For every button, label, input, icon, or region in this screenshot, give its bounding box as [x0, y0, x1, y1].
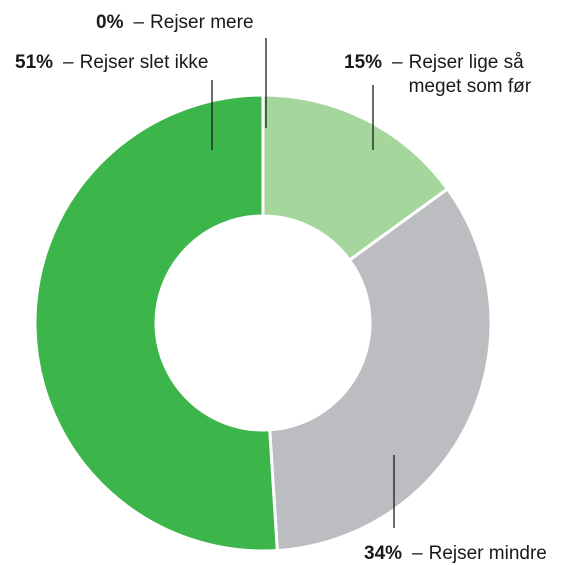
label-value: 34% [364, 543, 403, 564]
label-separator: – [392, 52, 403, 73]
label-text: Rejser mindre [428, 543, 547, 564]
label-text: Rejser slet ikke [79, 52, 209, 73]
label-value: 51% [15, 52, 54, 73]
label-rejser-slet-ikke: 51% – Rejser slet ikke [15, 51, 208, 75]
label-separator: – [412, 543, 423, 564]
label-separator: – [133, 12, 145, 33]
label-text: Rejser mere [150, 12, 254, 33]
donut-slice-rejser-mindre [268, 186, 493, 553]
label-rejser-mindre: 34% – Rejser mindre [364, 542, 547, 566]
label-rejser-mere: 0% – Rejser mere [96, 11, 254, 35]
donut-slice-rejser-slet-ikke [33, 93, 279, 553]
label-value: 0% [96, 12, 124, 33]
donut-slice-rejser-lige-så-meget-som-før [261, 93, 450, 263]
label-value: 15% [344, 52, 383, 73]
label-rejser-lige-saa-meget: 15% – Rejser lige så meget som før [344, 51, 531, 99]
label-separator: – [63, 52, 74, 73]
label-text: Rejser lige så meget som før [408, 52, 532, 97]
